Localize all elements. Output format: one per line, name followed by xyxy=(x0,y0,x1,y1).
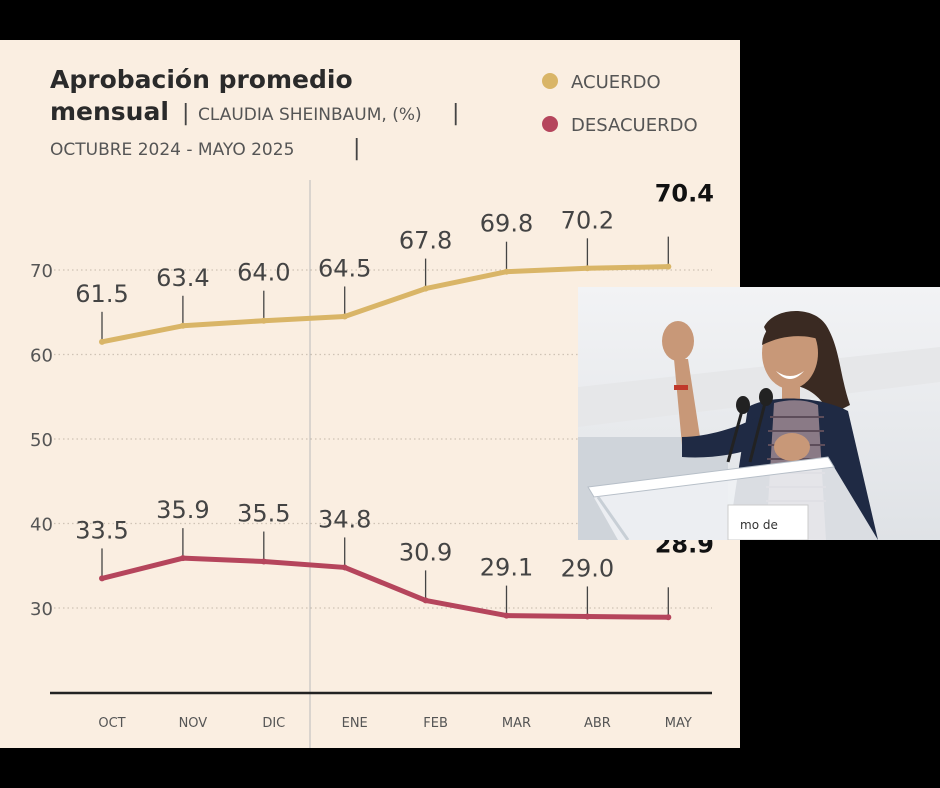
subtitle-separator: | xyxy=(452,101,459,126)
data-label: 61.5 xyxy=(75,280,128,308)
data-label: 29.1 xyxy=(480,554,533,582)
y-tick-label: 70 xyxy=(30,261,53,282)
period-separator: | xyxy=(353,136,360,161)
data-point xyxy=(584,265,591,272)
chart-title-line1: Aprobación promedio xyxy=(50,65,353,94)
chart-svg: Aprobación promedio mensual | CLAUDIA SH… xyxy=(30,65,714,748)
series-line-acuerdo xyxy=(99,264,671,345)
data-label: 64.0 xyxy=(237,259,290,287)
data-point xyxy=(341,564,348,571)
y-axis: 70 60 50 40 30 xyxy=(30,261,53,620)
podium-text: mo de xyxy=(740,518,778,532)
x-tick-label: MAY xyxy=(665,716,692,731)
data-point xyxy=(341,313,348,320)
data-point xyxy=(584,613,591,620)
data-label: 63.4 xyxy=(156,264,209,292)
data-point xyxy=(260,558,267,565)
legend-desacuerdo-label: DESACUERDO xyxy=(571,115,698,136)
data-point xyxy=(99,338,105,345)
y-tick-label: 60 xyxy=(30,346,53,367)
x-tick-label: DIC xyxy=(262,716,285,731)
chart-title-line2: mensual xyxy=(50,97,169,126)
data-point xyxy=(503,268,510,275)
data-point xyxy=(179,322,186,329)
chart-subtitle: CLAUDIA SHEINBAUM, (%) xyxy=(198,105,422,125)
series-layer: 61.5 63.4 64.0 64.5 67.8 69.8 70.2 70.4 33.5 35.9… xyxy=(75,180,714,621)
data-label: 30.9 xyxy=(399,538,452,566)
data-label: 70.4 xyxy=(655,180,714,208)
data-point xyxy=(665,263,672,270)
data-point xyxy=(503,612,510,619)
data-label: 70.2 xyxy=(561,206,614,234)
y-tick-label: 30 xyxy=(30,599,53,620)
data-point xyxy=(422,597,429,604)
data-label: 64.5 xyxy=(318,254,371,282)
x-tick-label: ABR xyxy=(584,716,611,731)
data-point xyxy=(665,614,672,621)
x-tick-label: ENE xyxy=(342,716,368,731)
legend-desacuerdo-marker xyxy=(542,116,558,132)
data-label: 34.8 xyxy=(318,505,371,533)
legend-acuerdo-marker xyxy=(542,73,558,89)
grid-layer xyxy=(54,269,712,609)
data-point xyxy=(99,575,105,582)
chart-period: OCTUBRE 2024 - MAYO 2025 xyxy=(50,140,294,160)
data-label: 35.9 xyxy=(156,496,209,524)
data-label: 29.0 xyxy=(561,554,614,582)
data-label: 69.8 xyxy=(480,210,533,238)
y-tick-label: 50 xyxy=(30,430,53,451)
x-tick-label: MAR xyxy=(502,716,531,731)
legend-acuerdo-label: ACUERDO xyxy=(571,72,661,93)
x-tick-label: FEB xyxy=(423,716,448,731)
data-label: 67.8 xyxy=(399,227,452,255)
data-point xyxy=(422,285,429,292)
x-tick-label: NOV xyxy=(179,716,208,731)
data-point xyxy=(179,555,186,562)
y-tick-label: 40 xyxy=(30,515,53,536)
x-tick-label: OCT xyxy=(98,716,125,731)
title-separator: | xyxy=(182,101,189,126)
data-label: 33.5 xyxy=(75,516,128,544)
series-line-desacuerdo xyxy=(99,555,671,620)
x-axis: OCT NOV DIC ENE FEB MAR ABR MAY xyxy=(98,716,692,731)
data-label: 35.5 xyxy=(237,500,290,528)
data-point xyxy=(260,317,267,324)
sheinbaum-photo: mo de xyxy=(578,287,940,540)
